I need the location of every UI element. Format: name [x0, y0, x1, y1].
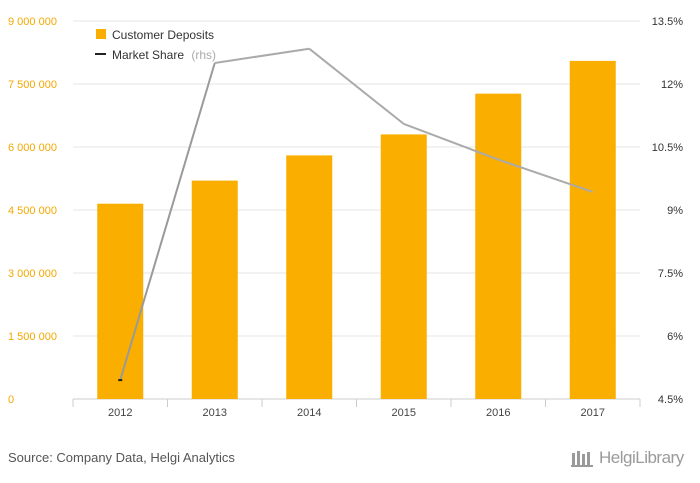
right-tick-label: 13.5%: [652, 16, 683, 28]
x-tick-label: 2013: [203, 407, 227, 419]
x-tick-label: 2015: [392, 407, 416, 419]
right-tick-label: 6%: [667, 331, 683, 343]
library-icon: [571, 451, 593, 467]
chart: 0 1 500 000 3 000 000 4 500 000 6 000 000 7 5…: [8, 16, 683, 419]
line-segment-2012-2013: [119, 62, 216, 381]
right-tick-label: 7.5%: [658, 268, 683, 280]
legend-line-name: Market Share: [112, 48, 184, 62]
brand-name: HelgiLibrary: [599, 448, 684, 467]
legend-line-swatch: [95, 53, 106, 55]
left-tick-label: 3 000 000: [8, 268, 57, 280]
line-segment-2014-2015: [308, 47, 405, 125]
source-note: Source: Company Data, Helgi Analytics: [8, 450, 235, 465]
bar-2013: [191, 180, 238, 399]
left-tick-label: 9 000 000: [8, 16, 57, 28]
right-axis: 4.5% 6% 7.5% 9% 10.5% 12% 13.5%: [652, 16, 683, 406]
right-tick-label: 4.5%: [658, 394, 683, 406]
x-axis: 2012 2013 2014 2015 2016 2017: [72, 399, 641, 419]
x-tick-label: 2017: [581, 407, 605, 419]
left-tick-label: 7 500 000: [8, 79, 57, 91]
line-segment-2013-2014: [214, 47, 310, 64]
left-tick-label: 1 500 000: [8, 331, 57, 343]
legend-line-suffix: (rhs): [191, 48, 216, 62]
line-series: [118, 47, 594, 382]
x-tick-label: 2016: [486, 407, 510, 419]
bar-2017: [569, 60, 616, 400]
left-axis: 0 1 500 000 3 000 000 4 500 000 6 000 000 7 5…: [8, 16, 57, 406]
line-segment-2016-2017: [497, 158, 594, 193]
bar-2012: [97, 203, 144, 399]
brand-logo: HelgiLibrary: [571, 448, 684, 468]
grid-lines: [73, 20, 640, 400]
left-tick-label: 4 500 000: [8, 205, 57, 217]
right-tick-label: 10.5%: [652, 142, 683, 154]
line-segment-2015-2016: [403, 122, 499, 161]
bar-series: [97, 60, 616, 400]
legend-line-label: Market Share (rhs): [112, 48, 216, 62]
right-tick-label: 12%: [661, 79, 683, 91]
left-tick-label: 6 000 000: [8, 142, 57, 154]
x-tick-label: 2012: [108, 407, 132, 419]
left-tick-label: 0: [8, 394, 14, 406]
legend-bar-label: Customer Deposits: [112, 28, 214, 42]
bar-2016: [475, 93, 522, 399]
bar-2014: [286, 155, 333, 399]
legend: Customer Deposits Market Share (rhs): [95, 28, 216, 62]
bar-2015: [380, 134, 427, 399]
right-tick-label: 9%: [667, 205, 683, 217]
x-tick-label: 2014: [297, 407, 321, 419]
legend-bar-swatch: [96, 29, 106, 39]
